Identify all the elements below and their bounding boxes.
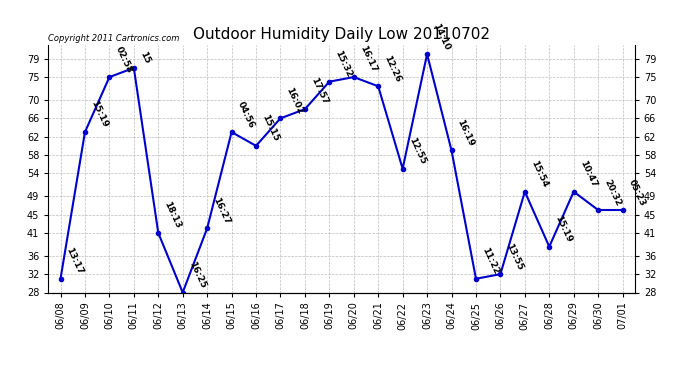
Text: 16:17: 16:17 [358,45,378,74]
Text: 14:10: 14:10 [431,22,451,51]
Text: 20:32: 20:32 [602,178,622,207]
Text: 18:13: 18:13 [162,200,183,230]
Text: 16:19: 16:19 [455,118,476,148]
Text: Copyright 2011 Cartronics.com: Copyright 2011 Cartronics.com [48,33,179,42]
Text: 16:02: 16:02 [284,86,305,116]
Text: 13:17: 13:17 [65,246,85,276]
Text: 12:26: 12:26 [382,54,403,84]
Text: 15:54: 15:54 [529,159,549,189]
Text: 12:55: 12:55 [407,136,427,166]
Text: 02:58: 02:58 [114,45,134,74]
Text: 04:56: 04:56 [236,99,256,129]
Text: 17:57: 17:57 [309,76,329,106]
Text: 13:55: 13:55 [504,242,525,272]
Text: 16:25: 16:25 [187,260,207,290]
Text: 11:22: 11:22 [480,246,500,276]
Text: 15:19: 15:19 [89,99,110,129]
Text: 15: 15 [138,50,151,65]
Text: 10:47: 10:47 [578,159,598,189]
Title: Outdoor Humidity Daily Low 20110702: Outdoor Humidity Daily Low 20110702 [193,27,490,42]
Text: 05:23: 05:23 [627,178,647,207]
Text: 16:27: 16:27 [211,196,232,225]
Text: 15:32: 15:32 [333,49,354,79]
Text: 15:19: 15:19 [553,214,574,244]
Text: 15:15: 15:15 [260,113,280,143]
